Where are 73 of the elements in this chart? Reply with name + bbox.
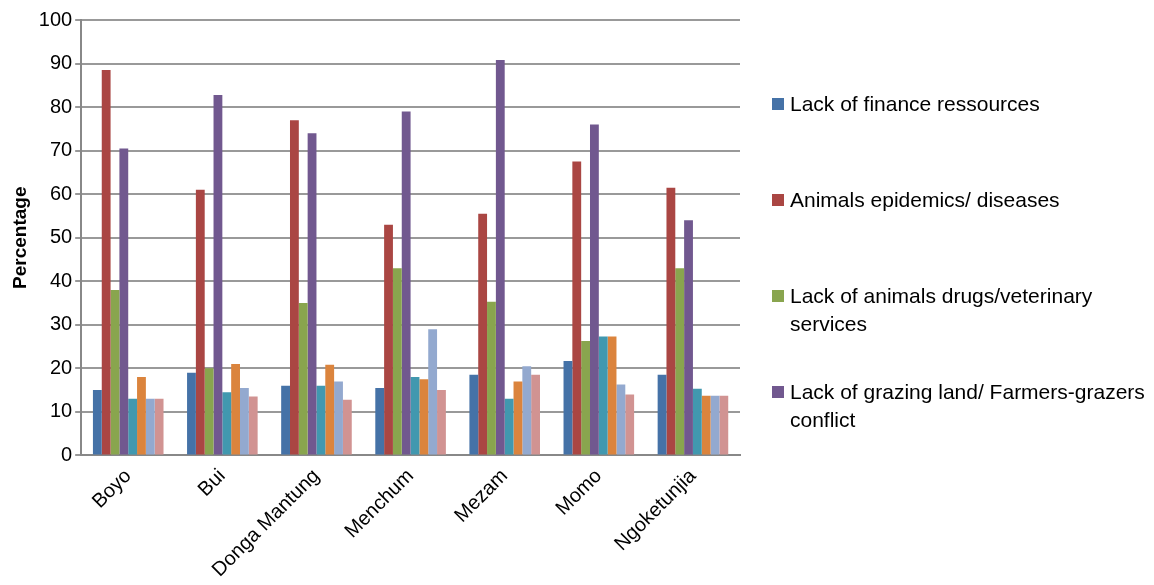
bar [110,289,120,455]
y-tick-label: 20 [49,355,73,378]
bar [719,395,729,455]
bar [101,70,111,455]
bar [231,363,240,455]
bar [325,364,335,455]
bar [239,387,249,455]
bar [607,336,617,455]
bar [572,161,582,455]
bar [590,124,599,455]
bar [437,390,446,455]
bar [248,396,258,455]
bar [290,120,299,455]
bar [684,220,693,455]
bar [145,398,155,455]
x-tick-label: Bui [193,464,230,501]
y-tick-label: 30 [49,312,73,335]
bar [334,381,343,455]
bar [598,336,608,455]
bar [657,374,667,455]
bar [692,388,702,455]
y-tick-label: 100 [38,7,73,30]
legend-label: Lack of finance ressources [790,91,1040,117]
bar [581,340,590,455]
bar [392,268,402,455]
y-tick-label: 10 [49,399,73,422]
bar [504,398,514,455]
bar [675,268,685,455]
bar [419,379,429,455]
legend-label: Lack of animals drugs/veterinary services [790,283,1094,337]
bar [375,387,385,455]
bar [281,385,290,455]
y-tick-label: 50 [49,225,73,248]
bar [469,374,479,455]
y-tick-label: 40 [49,268,73,291]
bar [428,329,438,455]
bar [213,94,223,455]
bar [522,366,532,455]
bar [410,377,420,455]
bar [701,395,711,455]
bar [195,189,205,455]
bar [342,399,352,455]
bar [625,394,635,455]
bar [187,372,196,455]
bar [384,224,393,455]
bar [119,148,129,455]
bar [487,301,496,455]
bar [401,111,411,455]
bar [298,303,308,455]
y-tick-label: 90 [49,51,73,74]
y-tick-label: 60 [49,181,73,204]
bar [478,213,488,455]
y-tick-label: 80 [49,94,73,117]
y-tick-label: 70 [49,138,73,161]
bar [137,377,146,455]
bar [154,398,164,455]
bar [92,390,102,455]
bar [531,374,540,455]
legend-label: Lack of grazing land/ Farmers-grazers conflict [790,379,1146,433]
bar [513,381,523,455]
bar [204,368,214,455]
bar [710,395,720,455]
legend-label: Animals epidemics/ diseases [790,187,1060,213]
bar [616,384,626,455]
bar [128,398,138,455]
bar [307,133,317,455]
y-axis-title: Percentage [8,186,30,289]
bar [666,187,676,455]
bar [563,360,573,455]
y-tick-label: 0 [61,442,73,465]
bar [222,392,232,455]
bar [316,385,326,455]
bar [495,60,505,455]
